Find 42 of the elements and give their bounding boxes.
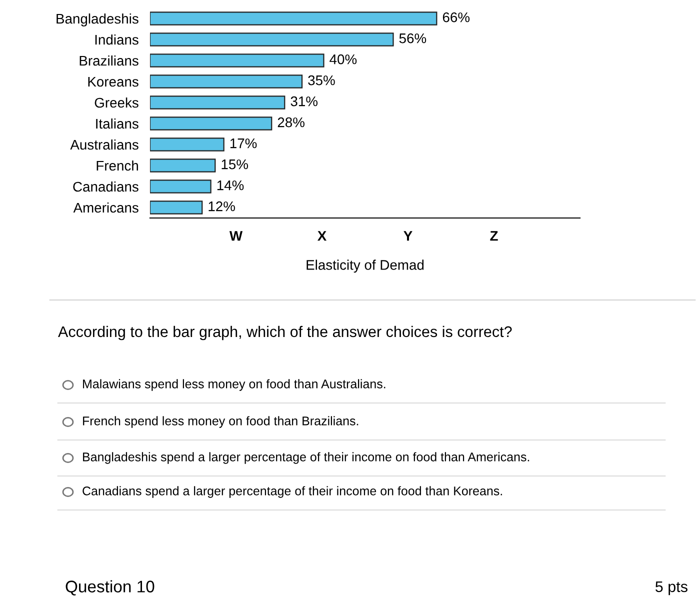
text: Bangladeshis spend a larger percentage of their income on food than Americans. [83,452,530,464]
bar [150,116,272,130]
x-axis-title: Elasticity of Demad [306,260,424,273]
bar [150,74,303,88]
data-label: 15% [222,159,248,170]
y-tick-label: Greeks [94,97,138,108]
bar [150,32,394,46]
data-label: 40% [330,54,357,64]
bar [150,138,224,152]
text: Canadians spend a larger percentage of their income on food than Koreans. [82,486,502,498]
y-tick-label: Indians [95,34,138,45]
data-label: 14% [217,180,244,190]
bar [150,180,212,194]
text: Y [404,231,412,241]
y-tick-label: Australians [70,139,138,150]
text: X [317,231,327,241]
bar [150,200,203,214]
y-tick-label: Bangladeshis [56,13,138,26]
y-tick-label: Americans [73,202,138,213]
y-tick-label: Brazilians [80,55,138,66]
bar [150,96,286,110]
data-label: 35% [308,75,335,86]
text: French spend less money on food than Brazilians. [83,416,358,428]
text: 5 pts [655,581,688,596]
data-label: 31% [290,96,318,106]
text: Malawians spend less money on food than Australians. [83,379,386,391]
y-tick-label: Koreans [88,76,138,87]
data-label: 12% [208,201,235,212]
y-tick-label: Canadians [73,181,138,192]
text: Question 10 [66,580,154,596]
y-tick-label: Italians [96,118,138,129]
bar [150,12,438,26]
data-label: 66% [442,12,470,22]
data-label: 28% [278,117,304,128]
text: Z [490,231,498,241]
bar [150,54,324,68]
data-label: 17% [230,138,257,148]
data-label: 56% [399,33,426,44]
text: According to the bar graph, which of the answer choices is correct? [58,326,512,340]
text: W [229,231,243,241]
y-tick-label: French [96,160,138,171]
bar [150,158,216,172]
